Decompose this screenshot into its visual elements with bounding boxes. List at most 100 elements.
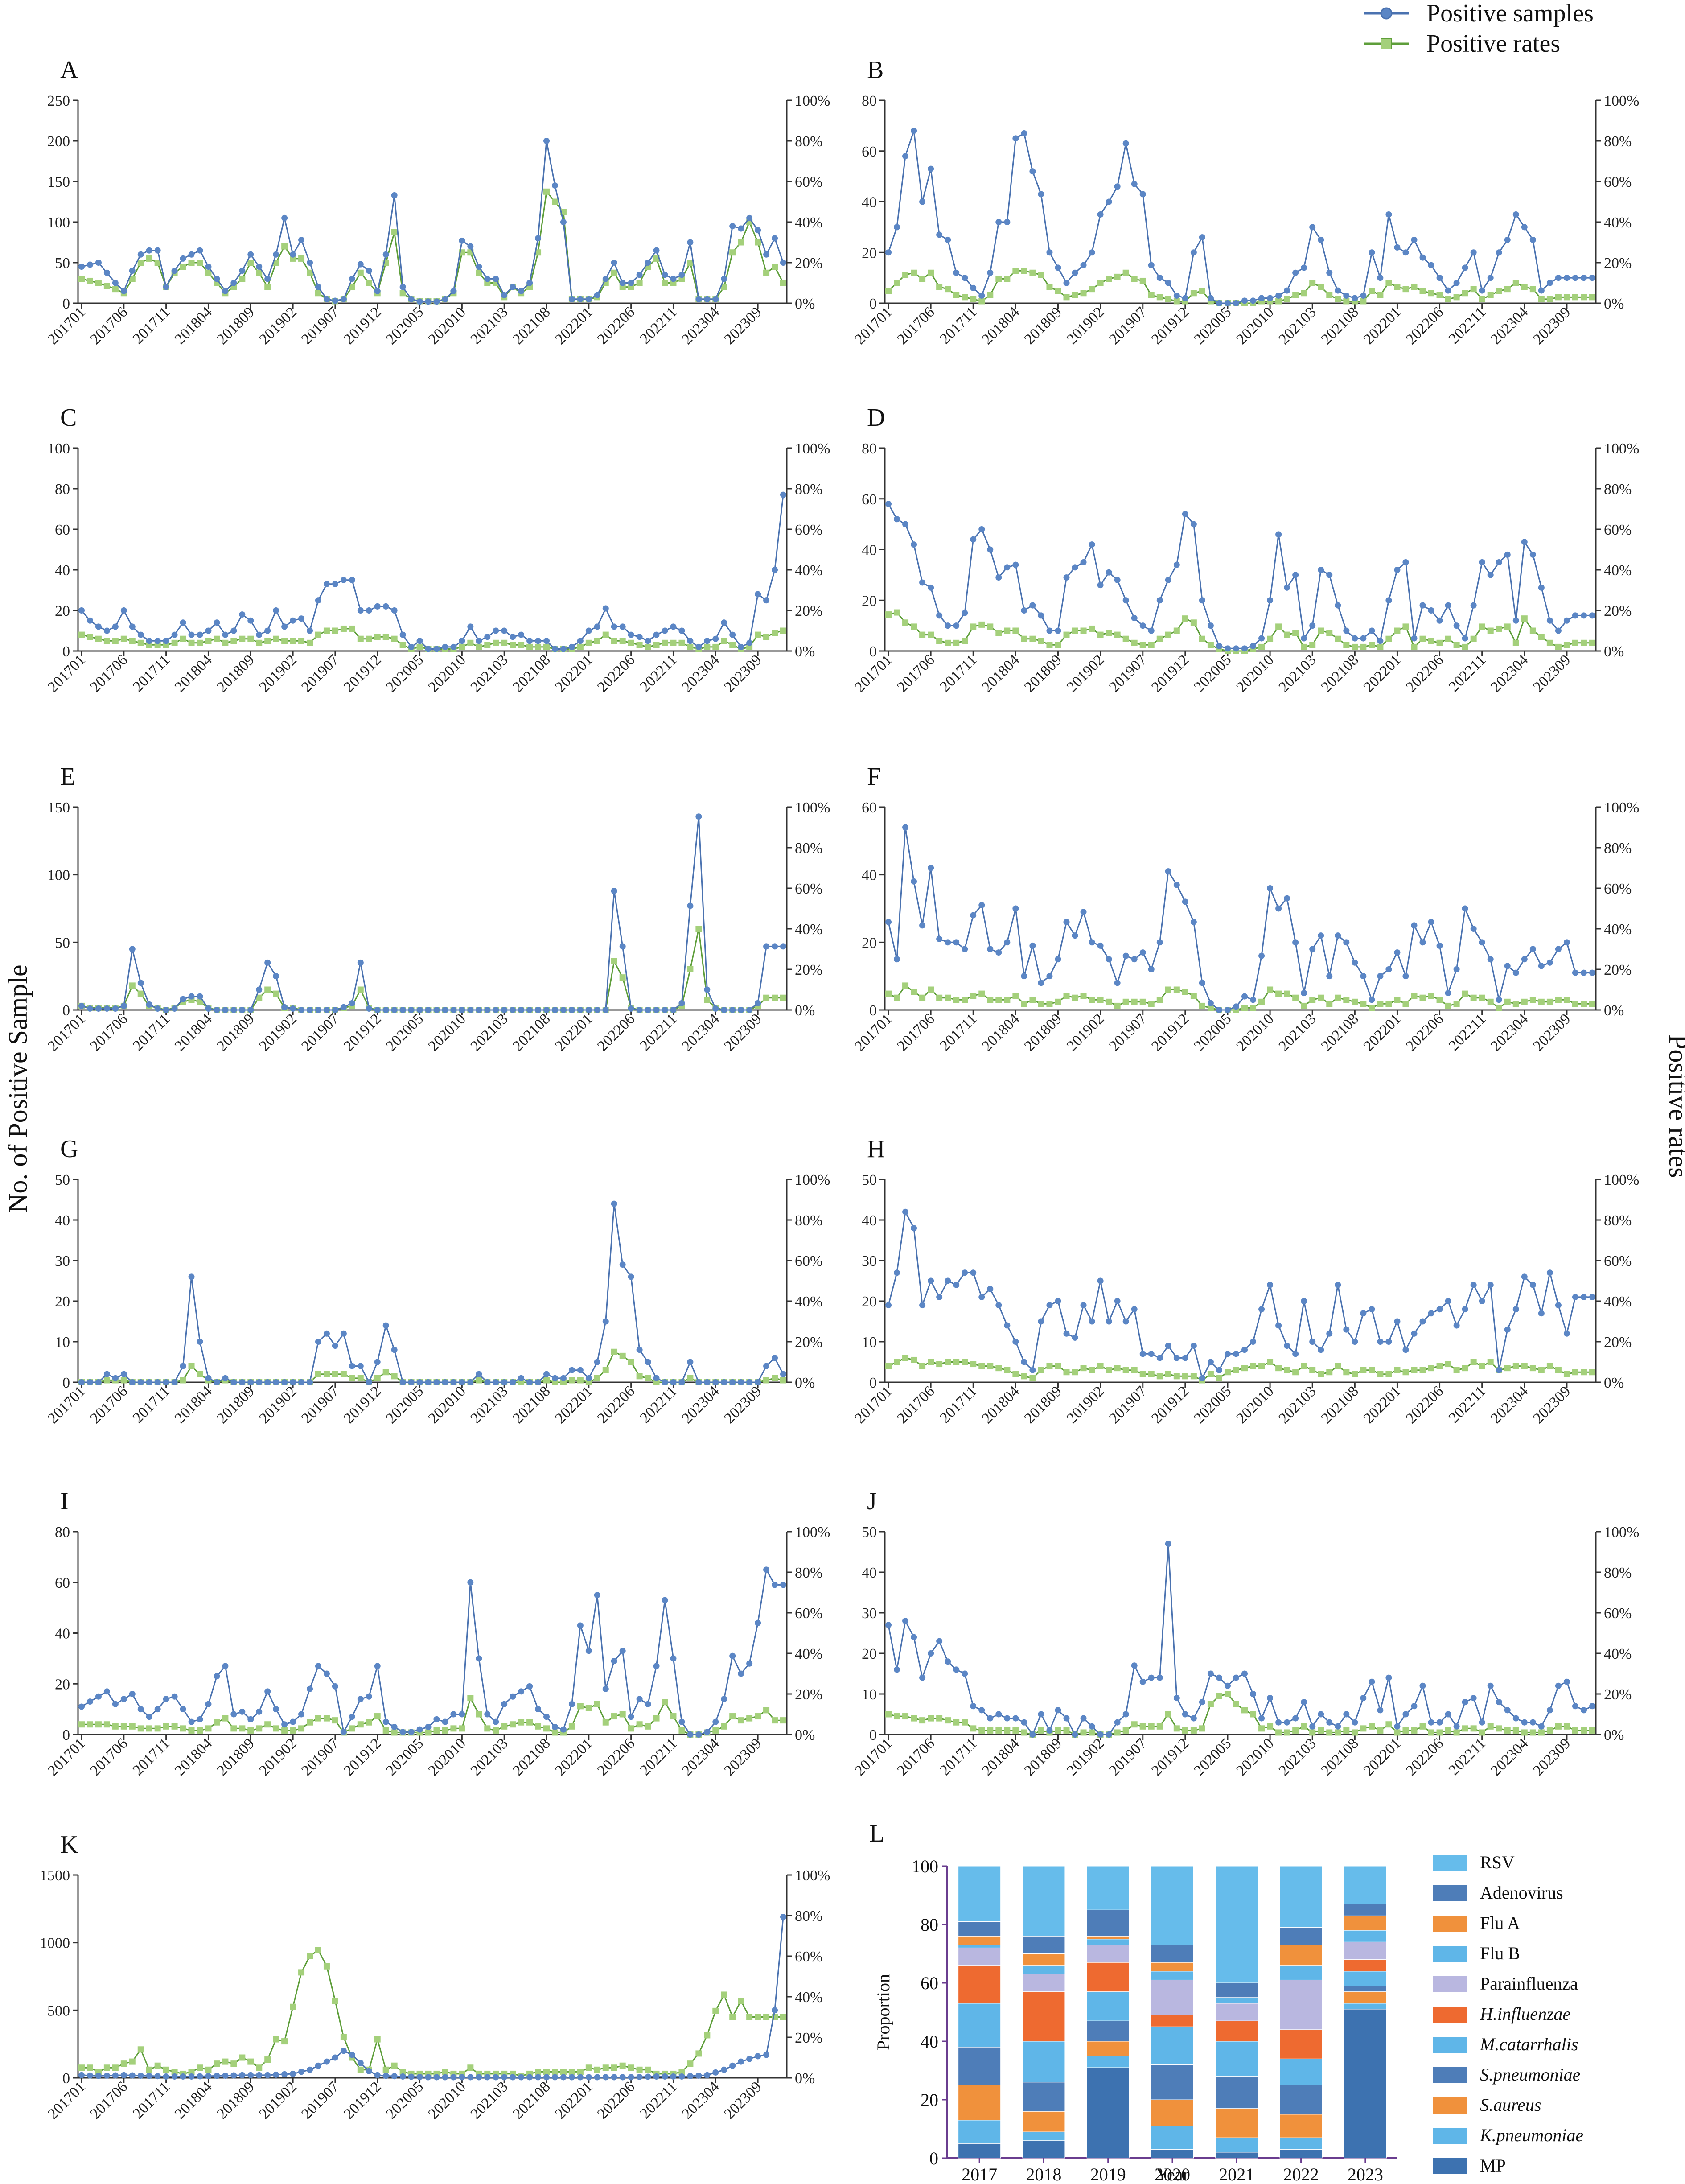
x-tick-label: 202304 bbox=[679, 1735, 723, 1779]
rates-point bbox=[1419, 994, 1426, 1001]
x-tick-label: 202309 bbox=[1530, 1735, 1574, 1779]
samples-point bbox=[619, 623, 626, 630]
rates-point bbox=[763, 1377, 770, 1384]
samples-point bbox=[670, 2073, 677, 2080]
rates-line bbox=[82, 1696, 783, 1735]
left-tick-label: 40 bbox=[862, 1212, 877, 1229]
panel-H: H010203040500%20%40%60%80%100%2017012017… bbox=[851, 1135, 1639, 1427]
samples-point bbox=[86, 1698, 93, 1705]
samples-point bbox=[298, 237, 305, 243]
samples-point bbox=[137, 631, 144, 638]
samples-point bbox=[1419, 1682, 1426, 1689]
x-tick-label: 201912 bbox=[341, 1735, 384, 1779]
samples-point bbox=[137, 251, 144, 258]
rates-point bbox=[1250, 1363, 1257, 1369]
samples-point bbox=[1190, 919, 1197, 925]
rates-point bbox=[894, 280, 900, 286]
samples-point bbox=[1419, 254, 1426, 261]
rates-point bbox=[611, 958, 617, 964]
samples-point bbox=[721, 276, 727, 282]
left-tick-label: 80 bbox=[862, 93, 877, 109]
samples-point bbox=[1284, 895, 1290, 902]
samples-point bbox=[678, 2073, 685, 2080]
samples-point bbox=[1241, 297, 1248, 304]
rates-point bbox=[1580, 639, 1587, 646]
rates-point bbox=[1122, 998, 1129, 1005]
x-tick-label: 202108 bbox=[510, 1735, 553, 1779]
samples-point bbox=[704, 1729, 711, 1735]
rates-point bbox=[374, 2036, 381, 2043]
left-tick-label: 250 bbox=[47, 93, 70, 109]
rates-point bbox=[1394, 627, 1401, 634]
samples-point bbox=[1563, 275, 1570, 281]
samples-point bbox=[1385, 597, 1392, 604]
rates-point bbox=[551, 198, 558, 205]
rates-point bbox=[332, 627, 338, 634]
rates-point bbox=[1199, 635, 1205, 642]
samples-point bbox=[442, 1718, 448, 1725]
bar-segment bbox=[1086, 2067, 1130, 2159]
samples-point bbox=[399, 1007, 406, 1013]
rates-point bbox=[239, 1725, 246, 1732]
samples-point bbox=[95, 623, 102, 630]
rates-point bbox=[315, 1371, 321, 1377]
x-tick-label: 201809 bbox=[1021, 304, 1065, 347]
rates-point bbox=[129, 982, 136, 989]
rates-point bbox=[247, 635, 254, 642]
rates-line bbox=[81, 628, 784, 650]
samples-point bbox=[780, 943, 786, 950]
rates-point bbox=[1546, 1363, 1553, 1369]
samples-point bbox=[1165, 280, 1171, 286]
samples-point bbox=[171, 1693, 178, 1700]
samples-point bbox=[1462, 264, 1468, 271]
samples-point bbox=[1479, 1719, 1485, 1726]
bar-segment bbox=[1151, 2126, 1194, 2150]
legend-swatch bbox=[1433, 1855, 1467, 1871]
samples-point bbox=[1207, 1359, 1214, 1365]
rates-point bbox=[738, 239, 744, 246]
samples-point bbox=[315, 1007, 321, 1013]
rates-point bbox=[1148, 1723, 1155, 1730]
rates-point bbox=[1301, 1363, 1307, 1369]
rates-point bbox=[1563, 997, 1570, 1003]
samples-point bbox=[256, 264, 263, 270]
rates-point bbox=[602, 1719, 609, 1726]
samples-point bbox=[1301, 635, 1307, 642]
samples-point bbox=[1182, 295, 1188, 301]
x-tick-label: 201706 bbox=[894, 1010, 937, 1054]
samples-point bbox=[1496, 249, 1502, 256]
right-tick-label: 80% bbox=[795, 1212, 822, 1229]
samples-point bbox=[780, 1914, 786, 1920]
samples-point bbox=[1487, 1682, 1494, 1689]
samples-point bbox=[222, 1663, 229, 1669]
legend-entry: Parainfluenza bbox=[1480, 1974, 1578, 1994]
samples-point bbox=[585, 1375, 592, 1381]
samples-point bbox=[205, 627, 212, 634]
samples-point bbox=[78, 607, 85, 614]
samples-point bbox=[416, 2073, 423, 2080]
samples-point bbox=[670, 1379, 677, 1385]
rates-point bbox=[425, 1729, 432, 1736]
left-tick-label: 150 bbox=[47, 174, 70, 190]
samples-point bbox=[1402, 249, 1409, 256]
rates-point bbox=[755, 631, 761, 638]
samples-point bbox=[518, 1375, 525, 1381]
bar-segment bbox=[1151, 2099, 1194, 2126]
samples-point bbox=[230, 627, 237, 634]
rates-point bbox=[551, 2069, 558, 2075]
samples-point bbox=[1156, 1355, 1163, 1361]
legend-entry: Flu B bbox=[1480, 1943, 1520, 1963]
rates-point bbox=[1343, 997, 1350, 1003]
x-tick-label: 201804 bbox=[172, 304, 215, 347]
rates-point bbox=[103, 1377, 110, 1384]
samples-point bbox=[1267, 885, 1274, 891]
rates-point bbox=[936, 1715, 943, 1722]
samples-point bbox=[1309, 224, 1316, 231]
rates-point bbox=[695, 926, 702, 932]
rates-point bbox=[264, 284, 271, 290]
samples-point bbox=[721, 1007, 727, 1013]
legend-rates-label: Positive rates bbox=[1426, 30, 1560, 58]
rates-point bbox=[628, 639, 634, 646]
samples-point bbox=[1072, 1334, 1078, 1341]
x-tick-label: 202103 bbox=[1276, 1735, 1319, 1779]
